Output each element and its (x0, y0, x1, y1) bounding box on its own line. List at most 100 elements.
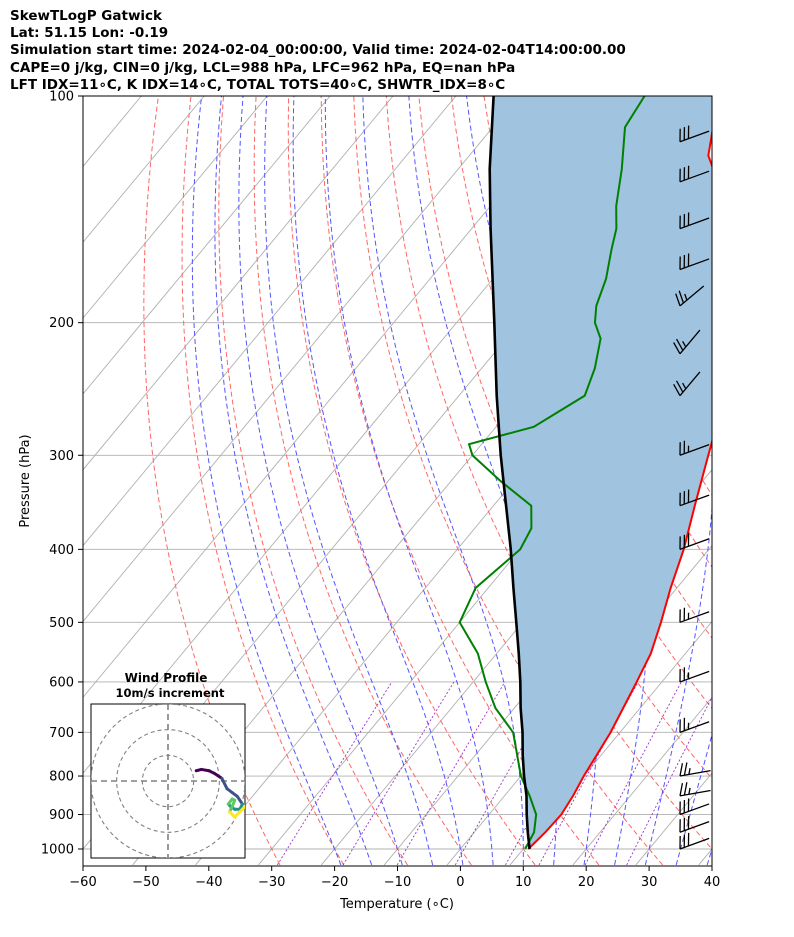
isotherm-line (83, 96, 331, 395)
y-tick-label: 300 (49, 449, 74, 464)
isotherm-line (83, 96, 394, 471)
hodograph-subtitle: 10m/s increment (116, 686, 225, 700)
temperature-line (527, 127, 712, 850)
mixing-ratio-line (276, 681, 393, 866)
wind-barb-half-flag (688, 787, 691, 795)
wind-barb (679, 816, 710, 833)
mixing-ratio-line (584, 681, 682, 866)
mixing-ratio-line (626, 696, 712, 866)
x-tick-label: 30 (641, 875, 658, 890)
hodograph-segment (235, 794, 244, 806)
isotherm-line (572, 696, 712, 866)
dry-adiabat-line (777, 96, 794, 865)
wind-barb (679, 798, 710, 816)
x-tick-label: 20 (578, 875, 595, 890)
isotherm-line (762, 96, 794, 865)
wind-barb (679, 762, 711, 777)
mixing-ratio-line (396, 681, 506, 866)
hodograph-title: Wind Profile (125, 671, 208, 685)
y-tick-label: 200 (49, 316, 74, 331)
hodograph-segment (212, 771, 224, 780)
wind-barb (679, 782, 711, 797)
wind-barb (679, 717, 710, 733)
y-tick-label: 100 (49, 90, 74, 105)
moist-adiabat-line (706, 847, 712, 866)
hodograph-inset: Wind Profile 10m/s increment (90, 671, 246, 859)
wind-barb-flag (673, 342, 681, 355)
wind-barb (679, 832, 710, 850)
dry-adiabat-line (143, 96, 281, 866)
hodograph-segment (233, 807, 244, 819)
x-tick-label: −10 (384, 875, 411, 890)
chart-title: SkewTLogP Gatwick (10, 8, 163, 24)
isotherm-line (83, 96, 268, 319)
x-tick-label: −30 (258, 875, 285, 890)
moist-adiabat-line (362, 96, 524, 865)
isotherm-line (383, 469, 712, 866)
y-tick-label: 900 (49, 808, 74, 823)
moist-adiabat-line (191, 96, 342, 866)
wind-barb (673, 329, 701, 355)
wind-barb (675, 285, 705, 307)
parcel-line (488, 96, 531, 850)
hodograph-segment (240, 804, 245, 811)
isotherm-line (83, 96, 520, 623)
y-tick-label: 1000 (41, 843, 74, 858)
y-axis-ticks: 1000 900 800 700 600 500 400 300 200 100 (41, 90, 83, 858)
wind-barb-flag (675, 293, 681, 307)
x-tick-label: 10 (515, 875, 532, 890)
dry-adiabat-line (253, 96, 472, 866)
x-axis-ticks: −60 −50 −40 −30 −20 −10 0 10 20 30 40 (69, 866, 720, 890)
x-tick-label: 0 (456, 875, 464, 890)
wind-barb (679, 607, 710, 623)
wind-barb-flag (675, 338, 684, 351)
dewpoint-line (458, 96, 646, 850)
wind-barb-flag (679, 763, 684, 777)
wind-barb-half-flag (682, 340, 687, 348)
wind-barb (679, 165, 710, 183)
series-layer (458, 96, 712, 850)
y-tick-label: 500 (49, 616, 74, 631)
dry-adiabat-line (181, 96, 345, 866)
wind-barb-flag (673, 383, 681, 396)
dry-adiabat-line (711, 96, 712, 98)
x-tick-label: −20 (321, 875, 348, 890)
dry-adiabat-line (744, 96, 794, 865)
isotherm-line (0, 96, 78, 865)
wind-barb (679, 125, 710, 143)
wind-barb (679, 489, 710, 507)
x-tick-label: −60 (69, 875, 96, 890)
x-tick-label: −50 (132, 875, 159, 890)
x-tick-label: −40 (195, 875, 222, 890)
index-line: LFT IDX=11∘C, K IDX=14∘C, TOTAL TOTS=40∘… (10, 76, 506, 93)
isotherm-line (698, 848, 712, 866)
hodograph-segment (220, 776, 229, 791)
moist-adiabat-line (264, 96, 434, 866)
wind-barb-half-flag (688, 767, 691, 775)
dry-adiabat-line (218, 96, 408, 866)
wind-barb (679, 440, 710, 456)
isotherm-line (83, 96, 583, 699)
wind-barbs (673, 125, 711, 850)
wind-barb-half-flag (684, 293, 688, 301)
moist-adiabat-line (214, 96, 373, 866)
y-axis-label: Pressure (hPa) (18, 434, 33, 527)
cape-area (489, 96, 712, 849)
location-line: Lat: 51.15 Lon: -0.19 (10, 25, 169, 42)
wind-barb (679, 533, 710, 550)
wind-barb-flag (683, 762, 688, 776)
y-tick-label: 400 (49, 543, 74, 558)
y-tick-label: 800 (49, 770, 74, 785)
x-axis-label: Temperature (∘C) (339, 897, 454, 912)
hodograph-plot (91, 704, 245, 858)
y-tick-label: 700 (49, 726, 74, 741)
wind-barb-half-flag (682, 382, 687, 390)
dry-adiabat-line (287, 96, 536, 866)
cape-fill-layer (489, 96, 712, 849)
time-line: Simulation start time: 2024-02-04_00:00:… (10, 42, 626, 59)
dry-adiabat-line (418, 96, 712, 780)
wind-barb (679, 212, 710, 230)
wind-barb-flag (679, 782, 684, 796)
wind-barb-flag (683, 782, 688, 796)
